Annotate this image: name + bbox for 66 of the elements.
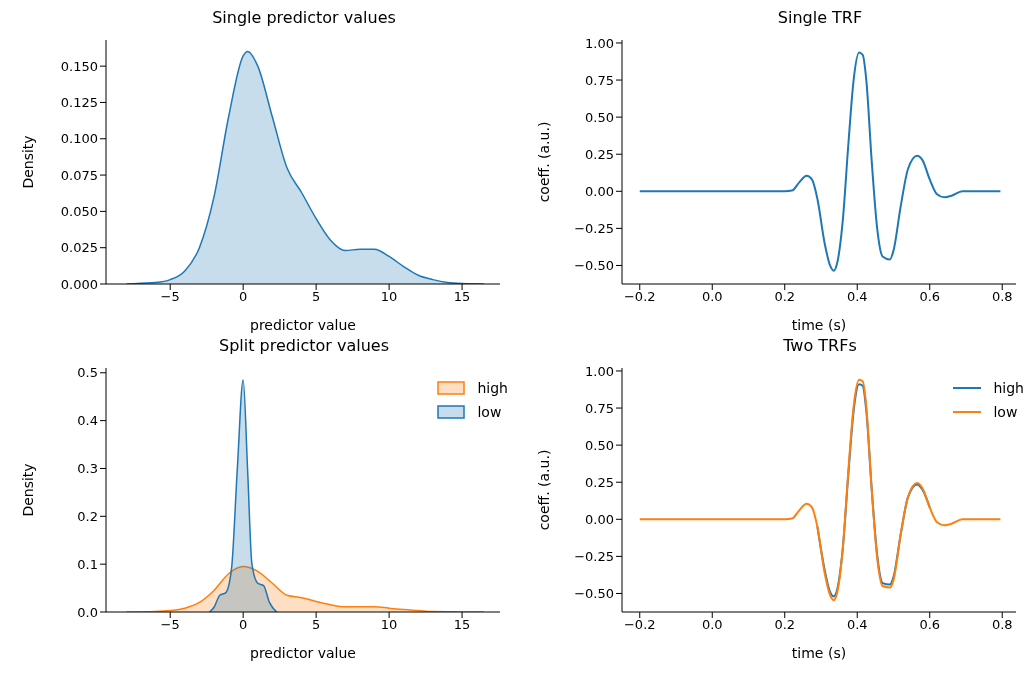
x-tick-label: −0.2 (623, 617, 656, 633)
x-tick-label: 15 (453, 617, 471, 633)
x-tick-label: 0.2 (774, 617, 796, 633)
legend-label: low (477, 404, 502, 420)
x-tick-label: 0.0 (701, 617, 723, 633)
x-tick-label: 0.8 (991, 289, 1013, 305)
y-tick-label: 0.150 (60, 58, 98, 74)
x-tick-label: −5 (160, 289, 180, 305)
x-axis-title: predictor value (250, 645, 356, 661)
y-tick-label: −0.50 (574, 258, 614, 274)
x-axis-title: time (s) (791, 645, 847, 661)
y-axis-title: coeff. (a.u.) (535, 121, 552, 203)
y-tick-label: −0.25 (574, 548, 614, 564)
y-tick-label: 0.00 (585, 511, 614, 527)
x-tick-label: 10 (380, 617, 398, 633)
x-tick-label: 0.0 (701, 289, 723, 305)
legend-label: high (477, 380, 508, 396)
y-tick-label: 1.00 (585, 363, 614, 379)
y-tick-label: 0.025 (60, 240, 98, 256)
chart-title: Single predictor values (211, 8, 397, 29)
x-tick-label: 0.6 (919, 617, 941, 633)
y-tick-label: 1.00 (585, 35, 614, 51)
chart-title: Single TRF (776, 8, 864, 29)
y-axis-title: Density (19, 135, 36, 189)
y-tick-label: 0.075 (60, 167, 98, 183)
y-tick-label: 0.1 (77, 556, 98, 572)
x-tick-label: 5 (311, 289, 321, 305)
legend-label: low (993, 404, 1018, 420)
x-tick-label: 5 (311, 617, 321, 633)
y-tick-label: 0.000 (60, 276, 98, 292)
y-tick-label: 0.25 (585, 146, 614, 162)
y-axis-title: Density (19, 463, 36, 517)
y-tick-label: 0.50 (585, 437, 614, 453)
y-tick-label: 0.00 (585, 183, 614, 199)
x-axis-title: time (s) (791, 317, 847, 333)
y-tick-label: 0.2 (77, 508, 98, 524)
x-tick-label: 15 (453, 289, 471, 305)
chart-title: Split predictor values (218, 336, 390, 357)
y-tick-label: 0.25 (585, 474, 614, 490)
y-tick-label: −0.25 (574, 220, 614, 236)
x-tick-label: 0.4 (846, 617, 868, 633)
y-tick-label: 0.0 (77, 604, 98, 620)
x-tick-label: 0.2 (774, 289, 796, 305)
x-tick-label: −5 (160, 617, 180, 633)
y-tick-label: 0.75 (585, 400, 614, 416)
y-tick-label: 0.100 (60, 131, 98, 147)
y-tick-label: −0.50 (574, 586, 614, 602)
x-tick-label: 0.6 (919, 289, 941, 305)
y-tick-label: 0.3 (77, 461, 98, 477)
x-tick-label: 0.4 (846, 289, 868, 305)
chart-title: Two TRFs (782, 336, 858, 357)
x-tick-label: 0 (239, 617, 248, 633)
x-tick-label: −0.2 (623, 289, 656, 305)
x-tick-label: 10 (380, 289, 398, 305)
x-axis-title: predictor value (250, 317, 356, 333)
y-tick-label: 0.4 (77, 413, 98, 429)
line-series (638, 51, 1002, 272)
x-tick-label: 0 (239, 289, 248, 305)
y-tick-label: 0.050 (60, 204, 98, 219)
y-tick-label: 0.75 (585, 72, 614, 88)
x-tick-label: 0.8 (991, 617, 1013, 633)
y-tick-label: 0.5 (77, 365, 98, 381)
y-axis-title: coeff. (a.u.) (535, 449, 552, 531)
y-tick-label: 0.50 (585, 109, 614, 125)
y-tick-label: 0.125 (60, 95, 98, 111)
legend-label: high (993, 380, 1024, 396)
